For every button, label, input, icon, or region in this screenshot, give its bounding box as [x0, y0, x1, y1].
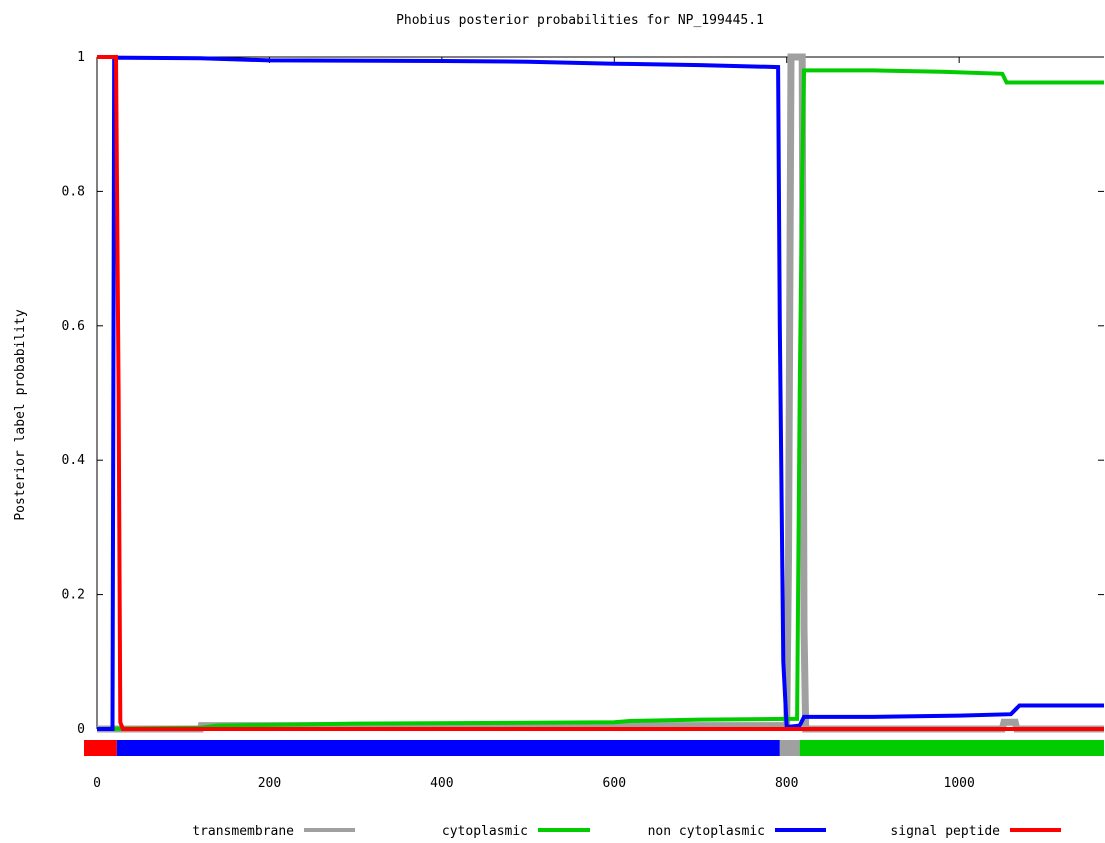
y-tick-label: 0.8: [62, 184, 85, 199]
legend-label-transmembrane: transmembrane: [192, 824, 294, 839]
segment-signal-peptide: [84, 740, 117, 756]
y-tick-label: 0: [77, 722, 85, 737]
x-tick-label: 800: [775, 776, 798, 791]
legend: transmembrane cytoplasmic non cytoplasmic s…: [192, 824, 1061, 839]
series-line-cytoplasmic: [96, 68, 1104, 731]
legend-label-cytoplasmic: cytoplasmic: [442, 824, 528, 839]
x-tick-label: 400: [430, 776, 453, 791]
axes: 0 0.2 0.4 0.6 0.8 1 0 200 400 600 800 1000: [62, 50, 1104, 791]
series-lines: [96, 53, 1104, 733]
segment-transmembrane: [779, 740, 800, 756]
chart-title: Phobius posterior probabilities for NP_1…: [396, 13, 764, 28]
legend-label-non-cytoplasmic: non cytoplasmic: [648, 824, 765, 839]
legend-label-signal-peptide: signal peptide: [890, 824, 1000, 839]
series-line-non-cytoplasmic: [97, 55, 1104, 731]
predicted-segments: [84, 740, 1104, 756]
segment-non-cytoplasmic: [116, 740, 780, 756]
y-tick-label: 0.2: [62, 588, 85, 603]
series-line-signal-peptide: [97, 55, 1104, 731]
x-tick-label: 600: [603, 776, 626, 791]
x-tick-label: 200: [258, 776, 281, 791]
series-line-transmembrane: [97, 53, 1104, 733]
x-tick-label: 0: [93, 776, 101, 791]
x-tick-label: 1000: [944, 776, 975, 791]
y-tick-label: 1: [77, 50, 85, 65]
y-tick-label: 0.6: [62, 319, 85, 334]
segment-cytoplasmic: [799, 740, 1104, 756]
y-axis-label: Posterior label probability: [13, 309, 28, 520]
y-tick-label: 0.4: [62, 453, 86, 468]
